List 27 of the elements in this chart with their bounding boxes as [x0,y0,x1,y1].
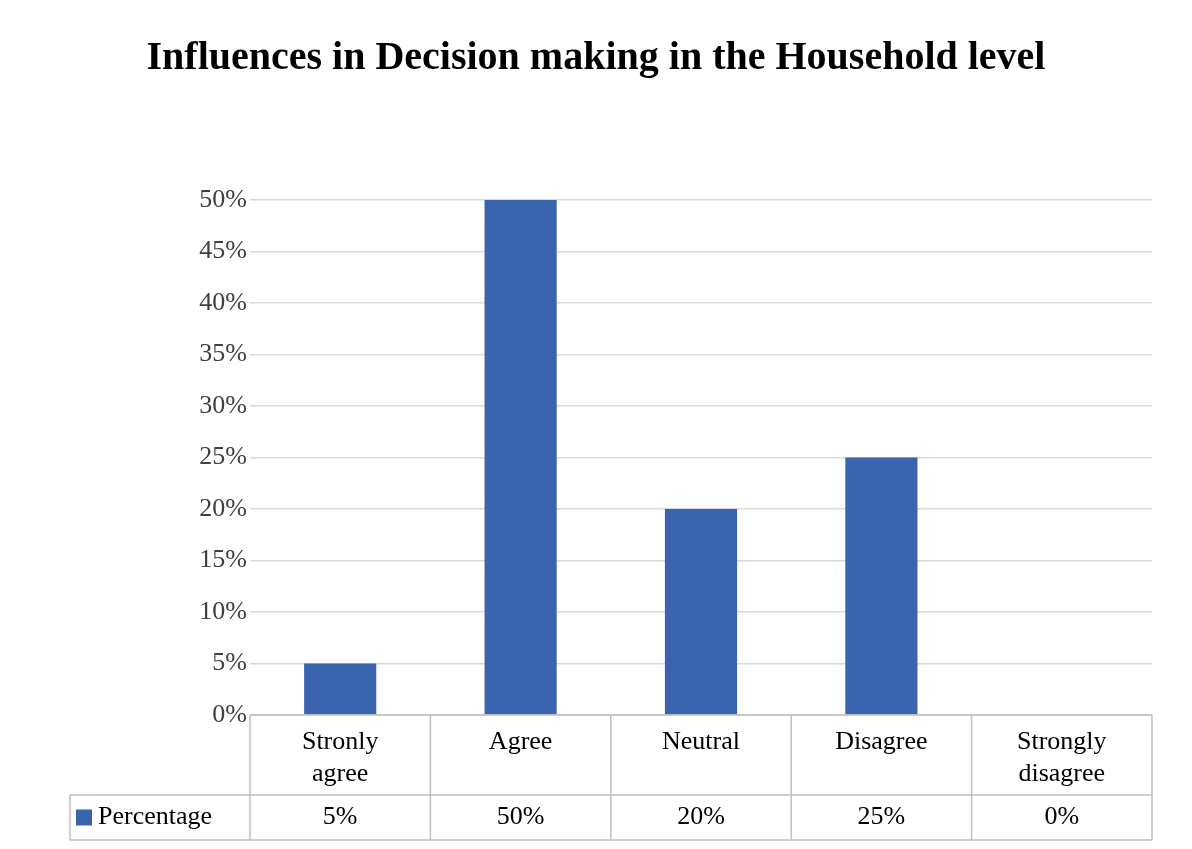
x-tick-label: Neutral [662,726,740,756]
data-label: 20% [677,801,725,831]
bar [664,509,738,715]
y-tick-label: 20% [199,492,247,522]
y-tick-label: 25% [199,441,247,471]
data-label: 25% [857,801,906,831]
y-tick-label: 0% [212,698,247,728]
y-tick-label: 35% [199,338,247,368]
x-tick-label: Stronly agree [301,726,379,787]
x-tick-label: Agree [488,726,553,756]
chart-title: Influences in Decision making in the Household level [146,32,1046,80]
bar [484,200,557,715]
y-tick-label: 10% [199,595,247,625]
bar [845,457,918,715]
x-tick-label: Disagree [835,726,928,756]
y-tick-label: 15% [199,544,247,574]
bar [304,663,377,715]
data-label: 0% [1044,801,1080,831]
y-tick-label: 5% [212,647,247,677]
data-label: 5% [322,801,358,831]
y-tick-label: 50% [199,183,247,213]
x-tick-label: Strongly disagree [1017,726,1107,787]
y-tick-label: 30% [199,389,247,419]
y-tick-label: 45% [199,235,247,265]
data-label: 50% [496,801,545,831]
y-tick-label: 40% [199,286,247,316]
legend-label: Percentage [98,801,213,831]
